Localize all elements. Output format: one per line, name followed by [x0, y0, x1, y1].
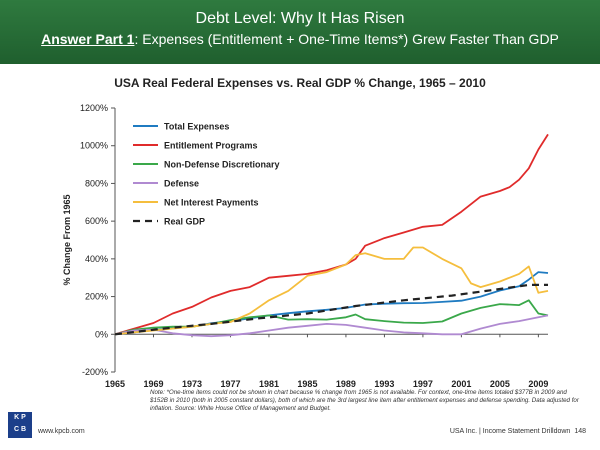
- x-tick-label: 1977: [220, 379, 240, 389]
- subtitle-emphasis: Answer Part 1: [41, 31, 135, 47]
- x-tick-label: 1965: [105, 379, 125, 389]
- website-link[interactable]: www.kpcb.com: [38, 428, 85, 435]
- x-tick-label: 2009: [528, 379, 548, 389]
- y-tick-label: -200%: [82, 367, 108, 377]
- legend-label: Entitlement Programs: [164, 141, 258, 151]
- series-line-entitlement-programs: [114, 133, 549, 336]
- x-tick-label: 1969: [143, 379, 163, 389]
- legend-label: Defense: [164, 179, 199, 189]
- x-tick-label: 1981: [259, 379, 279, 389]
- footer-section-label: USA Inc. | Income Statement Drilldown: [449, 428, 571, 435]
- x-tick-label: 1989: [336, 379, 356, 389]
- y-axis-label: % Change From 1965: [62, 194, 72, 285]
- logo-line2: C B: [13, 426, 27, 433]
- slide-header: Debt Level: Why It Has Risen Answer Part…: [0, 0, 600, 64]
- series-line-real-gdp: [114, 283, 548, 336]
- series-line-non-defense-discretionary: [114, 299, 549, 336]
- page-number: 148: [574, 428, 586, 435]
- x-tick-label: 1997: [413, 379, 433, 389]
- subtitle-text: : Expenses (Entitlement + One-Time Items…: [134, 31, 559, 47]
- y-tick-label: 800%: [85, 178, 108, 188]
- y-tick-label: 1200%: [80, 103, 108, 113]
- slide-title: Debt Level: Why It Has Risen: [195, 10, 405, 27]
- footer-left: K P C B www.kpcb.com: [8, 412, 148, 442]
- logo-line1: K P: [14, 414, 26, 421]
- footer-right: USA Inc. | Income Statement Drilldown 148: [450, 428, 586, 435]
- legend-label: Total Expenses: [164, 122, 229, 132]
- series-line-defense: [114, 314, 549, 338]
- x-tick-label: 1985: [297, 379, 317, 389]
- x-tick-label: 2001: [451, 379, 471, 389]
- y-tick-label: 400%: [85, 254, 108, 264]
- footnote: Note: *One-time items could not be shown…: [150, 389, 579, 413]
- legend-label: Real GDP: [164, 217, 205, 227]
- x-tick-label: 1993: [374, 379, 394, 389]
- y-tick-label: 1000%: [80, 141, 108, 151]
- x-tick-label: 2005: [490, 379, 510, 389]
- legend-label: Non-Defense Discretionary: [164, 160, 280, 170]
- slide-subtitle: Answer Part 1: Expenses (Entitlement + O…: [0, 31, 600, 47]
- x-tick-label: 1973: [182, 379, 202, 389]
- y-tick-label: 200%: [85, 292, 108, 302]
- y-tick-label: 600%: [85, 216, 108, 226]
- kpcb-logo: K P C B: [8, 412, 32, 438]
- chart-title: USA Real Federal Expenses vs. Real GDP %…: [114, 76, 486, 90]
- series-line-net-interest-payments: [114, 246, 549, 336]
- legend-label: Net Interest Payments: [164, 198, 259, 208]
- y-tick-label: 0%: [95, 329, 108, 339]
